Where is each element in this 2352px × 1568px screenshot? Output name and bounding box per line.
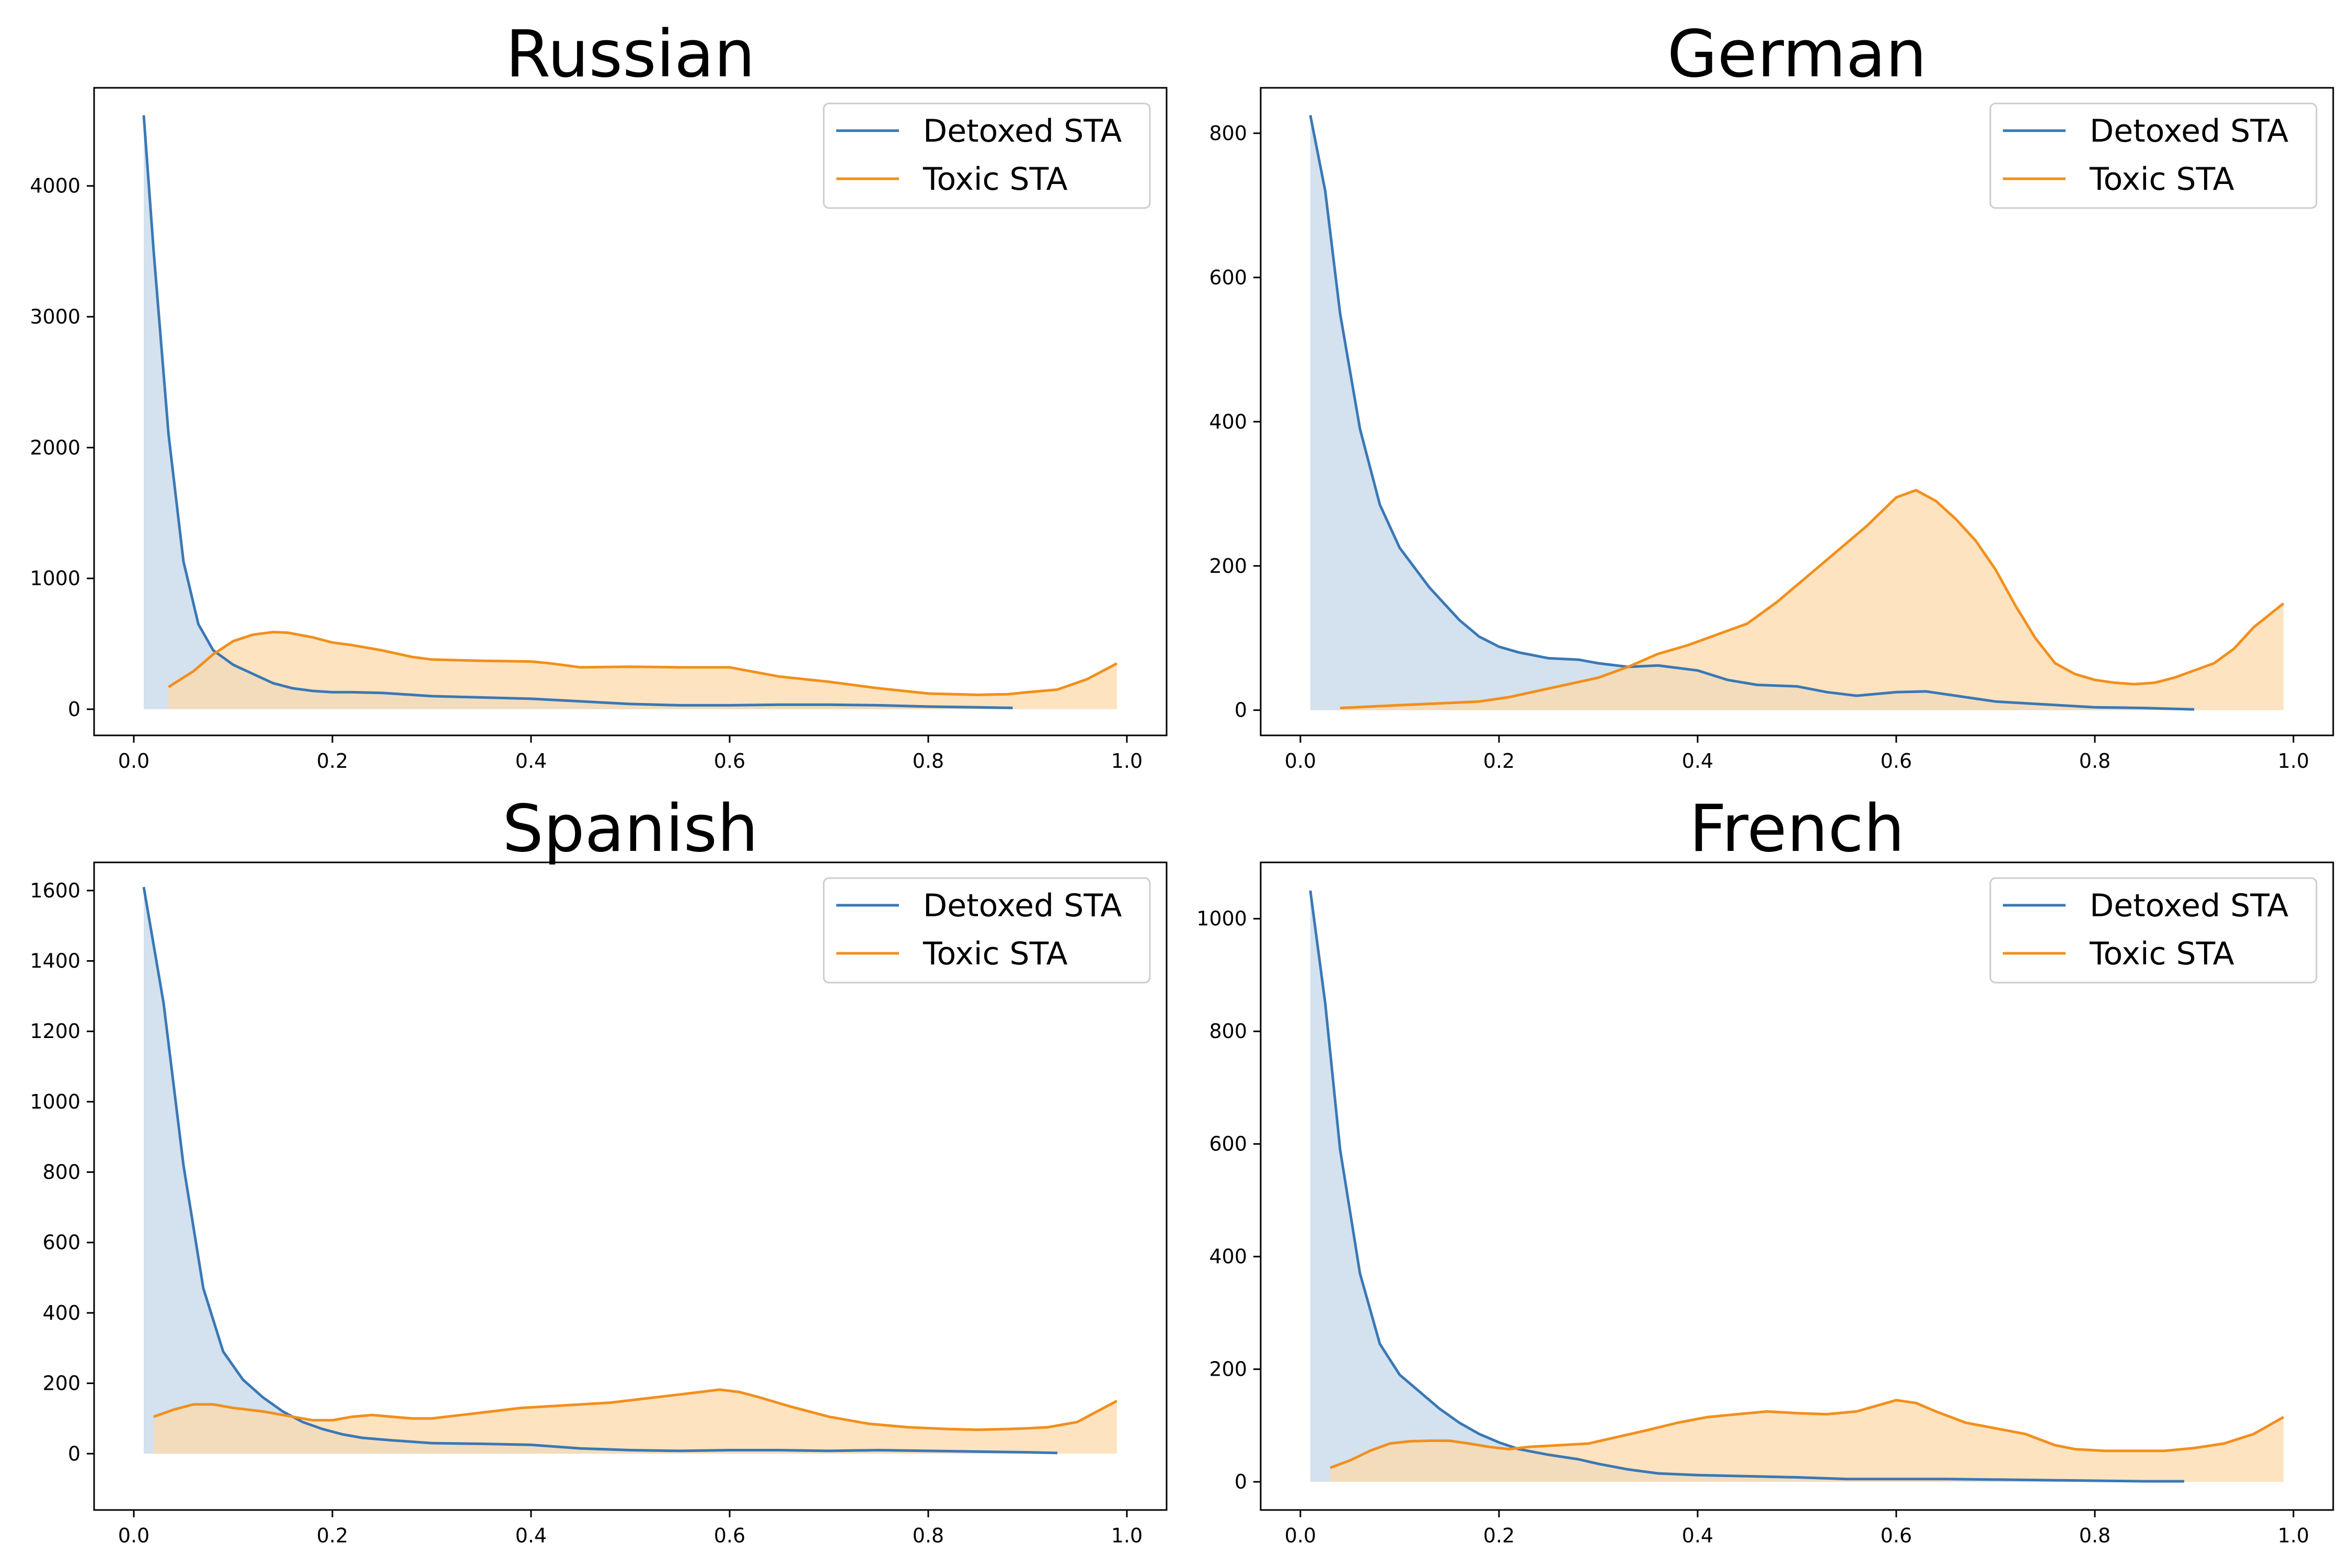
axes-frame <box>93 87 1168 736</box>
series-line-toxic-sta <box>1330 1399 2285 1469</box>
x-tick-label: 0.8 <box>2079 1524 2111 1547</box>
x-tick-label: 0.4 <box>1682 750 1713 773</box>
axes-frame <box>1260 861 2334 1511</box>
x-tick-label: 0.8 <box>913 750 944 773</box>
chart-title: German <box>1667 17 1927 92</box>
y-tick-label: 4000 <box>30 175 80 198</box>
y-tick-label: 200 <box>1209 1358 1247 1381</box>
series-area-detoxed-sta <box>1310 890 2184 1482</box>
y-tick-label: 600 <box>42 1231 80 1254</box>
chart-title: Spanish <box>502 791 758 867</box>
series-line-detoxed-sta <box>142 886 1058 1455</box>
chart-panel-spanish: 0.0 0.2 0.4 0.6 0.8 1.0 0 200 400 600 800 1000 1200 1… <box>30 791 1168 1547</box>
legend-box <box>1989 102 2318 209</box>
x-tick-label: 0.2 <box>1483 1524 1515 1547</box>
legend-box <box>823 877 1151 984</box>
legend-label: Detoxed STA <box>923 887 1122 924</box>
series-line-detoxed-sta <box>1309 890 2184 1483</box>
x-tick-label: 0.2 <box>1483 750 1515 773</box>
x-tick-label: 0.4 <box>1682 1524 1713 1547</box>
y-tick-label: 1000 <box>30 567 80 590</box>
x-tick-label: 0.6 <box>714 750 745 773</box>
y-tick-label: 2000 <box>30 436 80 459</box>
x-tick-label: 0.2 <box>317 1524 348 1547</box>
chart-title: French <box>1689 791 1905 867</box>
chart-panel-russian: 0.0 0.2 0.4 0.6 0.8 1.0 0 1000 2000 3000 4000 Russi… <box>30 17 1168 773</box>
series-area-toxic-sta <box>154 1389 1117 1454</box>
x-tick-label: 1.0 <box>1111 1524 1143 1547</box>
series-line-toxic-sta <box>153 1388 1118 1431</box>
y-tick-label: 200 <box>42 1372 80 1395</box>
series-area-toxic-sta <box>168 632 1117 709</box>
legend-label: Detoxed STA <box>923 113 1122 149</box>
x-tick-label: 0.8 <box>913 1524 944 1547</box>
y-tick-label: 1200 <box>30 1020 80 1043</box>
y-tick-label: 1000 <box>30 1090 80 1113</box>
legend-label: Detoxed STA <box>2090 113 2288 149</box>
axes-frame <box>93 861 1168 1511</box>
y-tick-label: 400 <box>1209 1245 1247 1268</box>
y-tick-label: 800 <box>42 1161 80 1184</box>
y-tick-label: 600 <box>1209 1133 1247 1156</box>
y-tick-label: 1600 <box>30 879 80 902</box>
legend: Detoxed STA Toxic STA <box>1989 877 2318 984</box>
x-tick-label: 1.0 <box>2278 1524 2309 1547</box>
y-tick-label: 200 <box>1209 555 1247 578</box>
x-tick-label: 0.0 <box>118 1524 149 1547</box>
series-line-detoxed-sta <box>142 115 1013 709</box>
series-line-toxic-sta <box>168 630 1118 696</box>
y-tick-label: 400 <box>1209 410 1247 433</box>
y-tick-label: 0 <box>1235 1470 1247 1493</box>
legend: Detoxed STA Toxic STA <box>1989 102 2318 209</box>
y-tick-label: 0 <box>1235 699 1247 722</box>
y-tick-label: 0 <box>68 698 80 721</box>
x-tick-label: 0.6 <box>714 1524 745 1547</box>
legend-label: Toxic STA <box>2089 936 2234 972</box>
y-tick-label: 1000 <box>1196 907 1247 930</box>
x-tick-label: 0.0 <box>1285 750 1316 773</box>
x-tick-label: 0.6 <box>1881 750 1912 773</box>
x-tick-label: 0.2 <box>317 750 348 773</box>
legend-label: Toxic STA <box>923 161 1068 198</box>
series-area-toxic-sta <box>1330 1400 2284 1482</box>
series-area-detoxed-sta <box>1310 115 2194 710</box>
axes-frame <box>1260 87 2334 736</box>
x-tick-label: 1.0 <box>2278 750 2309 773</box>
legend: Detoxed STA Toxic STA <box>823 102 1151 209</box>
x-tick-label: 0.4 <box>515 750 547 773</box>
chart-panel-german: 0.0 0.2 0.4 0.6 0.8 1.0 0 200 400 600 800 German Det… <box>1209 17 2334 773</box>
series-line-toxic-sta <box>1340 489 2285 710</box>
y-tick-label: 800 <box>1209 122 1247 145</box>
legend: Detoxed STA Toxic STA <box>823 877 1151 984</box>
series-line-detoxed-sta <box>1309 114 2195 711</box>
x-tick-label: 0.4 <box>515 1524 547 1547</box>
x-tick-label: 0.0 <box>1285 1524 1316 1547</box>
chart-title: Russian <box>505 17 755 92</box>
series-area-detoxed-sta <box>144 887 1057 1454</box>
x-tick-label: 0.6 <box>1881 1524 1912 1547</box>
y-tick-label: 600 <box>1209 266 1247 289</box>
y-tick-label: 1400 <box>30 950 80 973</box>
x-tick-label: 0.8 <box>2079 750 2111 773</box>
x-tick-label: 1.0 <box>1111 750 1143 773</box>
legend-label: Toxic STA <box>2089 161 2234 198</box>
legend-label: Detoxed STA <box>2090 887 2288 924</box>
y-tick-label: 3000 <box>30 305 80 328</box>
legend-label: Toxic STA <box>923 936 1068 972</box>
chart-panel-french: 0.0 0.2 0.4 0.6 0.8 1.0 0 200 400 600 800 1000 Frenc… <box>1196 791 2334 1547</box>
y-tick-label: 400 <box>42 1301 80 1324</box>
legend-box <box>823 102 1151 209</box>
y-tick-label: 800 <box>1209 1020 1247 1043</box>
legend-box <box>1989 877 2318 984</box>
x-tick-label: 0.0 <box>118 750 149 773</box>
y-tick-label: 0 <box>68 1442 80 1465</box>
